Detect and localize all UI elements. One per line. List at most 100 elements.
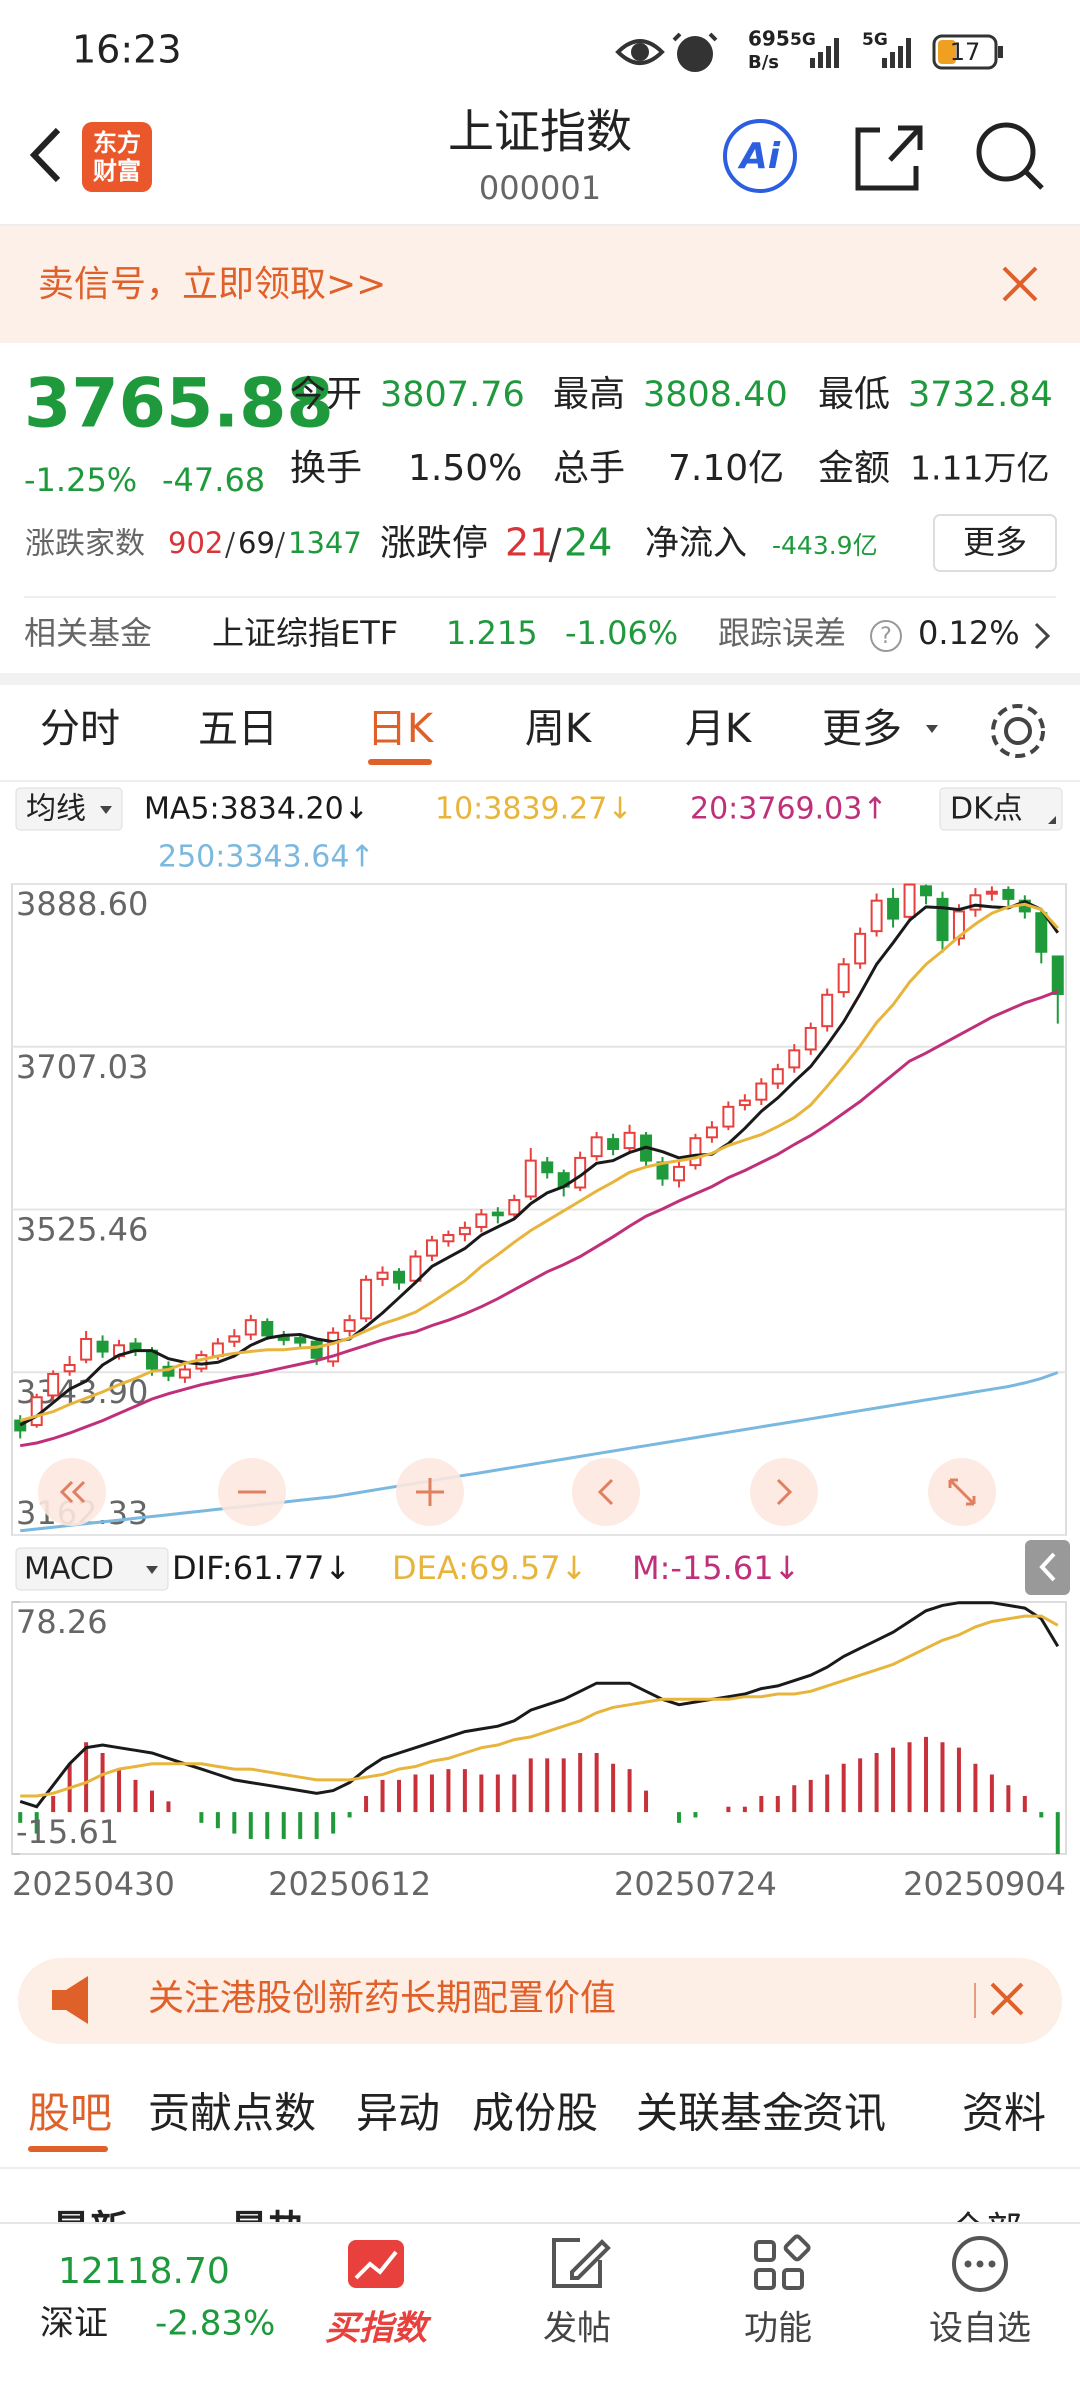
bottom-tab[interactable]: 功能 (744, 2309, 812, 2349)
battery-level: 17 (950, 38, 981, 66)
chart-tab[interactable]: 分时 (40, 706, 120, 752)
eye-icon (615, 39, 665, 65)
series-line (19, 1601, 1060, 1809)
more-label: 更多 (963, 523, 1027, 561)
settings-button[interactable] (991, 704, 1045, 758)
watchlist-icon (952, 2236, 1008, 2292)
field-value: 7.10亿 (668, 448, 784, 489)
section-tab[interactable]: 关联基金 (636, 2089, 804, 2138)
bottom-tab[interactable]: 买指数 (325, 2309, 432, 2349)
candle-body (821, 993, 834, 1028)
bottom-tab[interactable]: 设自选 (929, 2309, 1031, 2349)
legend-entry: 20:3769.03↑ (690, 792, 887, 827)
limit-down: 24 (564, 521, 612, 565)
y-tick-label: 78.26 (16, 1603, 108, 1641)
candle-body (755, 1082, 768, 1101)
battery (932, 34, 1003, 70)
macd-chart: 78.26 -15.61 DIF:61.77↓ DEA:69.57↓ M:-15.61↓ (12, 1549, 1060, 1855)
indicator-selector[interactable] (15, 1547, 169, 1591)
legend-entry: DEA:69.57↓ (392, 1549, 587, 1587)
legend-entry: MA5:3834.20↓ (144, 792, 369, 827)
signal-bars (882, 38, 911, 68)
field-label: 今开 (290, 374, 362, 415)
x-tick-label: 20250430 (12, 1865, 175, 1903)
post-icon (552, 2238, 611, 2288)
ma-selector[interactable] (15, 787, 123, 831)
search-button[interactable] (976, 122, 1044, 190)
bottom-tab[interactable]: 发帖 (543, 2309, 611, 2349)
notice-banner[interactable] (18, 1958, 1062, 2044)
candle-body (63, 1363, 76, 1373)
chart-tab[interactable]: 日K (367, 706, 435, 752)
candle-body (47, 1372, 60, 1397)
collapse-tab[interactable] (1025, 1540, 1070, 1595)
separator (548, 527, 562, 563)
candle-body (261, 1320, 274, 1337)
y-tick-label: 3707.03 (16, 1048, 148, 1086)
net-unit: B/s (748, 52, 779, 73)
signal-label: 5G (862, 30, 888, 50)
section-tab[interactable]: 贡献点数 (148, 2089, 316, 2138)
candle-body (524, 1159, 537, 1198)
candle-body (178, 1368, 191, 1379)
step-right[interactable] (750, 1458, 818, 1526)
candle-body (508, 1199, 521, 1216)
candle-body (969, 894, 982, 911)
chart-control-glyphs (59, 1478, 976, 1506)
fund-price: 1.215 (446, 614, 538, 652)
fund-label: 相关基金 (24, 614, 152, 652)
help-icon[interactable] (870, 620, 902, 652)
net-inflow: -443.9亿 (772, 531, 878, 560)
field-value: 3807.76 (380, 375, 525, 415)
candle-body (1051, 955, 1064, 996)
section-tab[interactable]: 成份股 (472, 2089, 598, 2138)
chart-tab[interactable]: 五日 (198, 706, 278, 752)
series-line (19, 902, 1059, 1423)
section-tab[interactable]: 资讯 (802, 2089, 886, 2138)
candle-body (672, 1165, 685, 1182)
candle-body (244, 1319, 257, 1336)
candle-body (854, 932, 867, 965)
breadth-flat: 69 (238, 526, 275, 560)
net-inflow-label: 净流入 (645, 524, 747, 564)
field-label: 换手 (290, 448, 362, 489)
chart-tab[interactable]: 月K (685, 706, 753, 752)
section-tab[interactable]: 资料 (962, 2089, 1046, 2138)
chart-tab[interactable]: 更多 (822, 706, 902, 752)
step-left[interactable] (572, 1458, 640, 1526)
candle-body (590, 1136, 603, 1158)
promo-text: 卖信号，立即领取>> (38, 264, 386, 305)
close-button[interactable] (990, 1982, 1024, 2016)
candle-body (903, 883, 916, 918)
dk-button[interactable] (939, 787, 1063, 831)
promo-banner[interactable] (0, 226, 1080, 343)
candle-body (80, 1337, 93, 1361)
ai-button[interactable] (723, 119, 797, 193)
candle-body (722, 1105, 735, 1128)
candle-body (294, 1337, 307, 1344)
fund-name: 上证综指ETF (212, 614, 398, 652)
candle-body (310, 1340, 323, 1359)
chart-tab[interactable]: 周K (525, 706, 593, 752)
close-button[interactable] (1002, 266, 1038, 302)
section-tab[interactable]: 异动 (356, 2089, 440, 2138)
candle-body (936, 897, 949, 942)
legend-entry: 250:3343.64↑ (158, 840, 375, 875)
indicator-label: MACD (24, 1552, 114, 1587)
megaphone-icon (52, 1976, 88, 2024)
share-button[interactable] (855, 125, 923, 191)
candle-body (327, 1331, 340, 1363)
stock-code: 000001 (479, 169, 601, 207)
legend-entry: 10:3839.27↓ (435, 792, 632, 827)
section-tab[interactable]: 股吧 (28, 2089, 112, 2138)
chevron[interactable] (1034, 622, 1051, 650)
back-button[interactable] (29, 127, 61, 183)
candle-body (425, 1239, 438, 1257)
macd-panel (11, 1601, 1067, 1855)
more-button[interactable] (933, 514, 1057, 572)
field-value: 1.50% (408, 448, 522, 489)
section-gap (0, 673, 1080, 685)
change-pct: -1.25% (24, 461, 137, 499)
